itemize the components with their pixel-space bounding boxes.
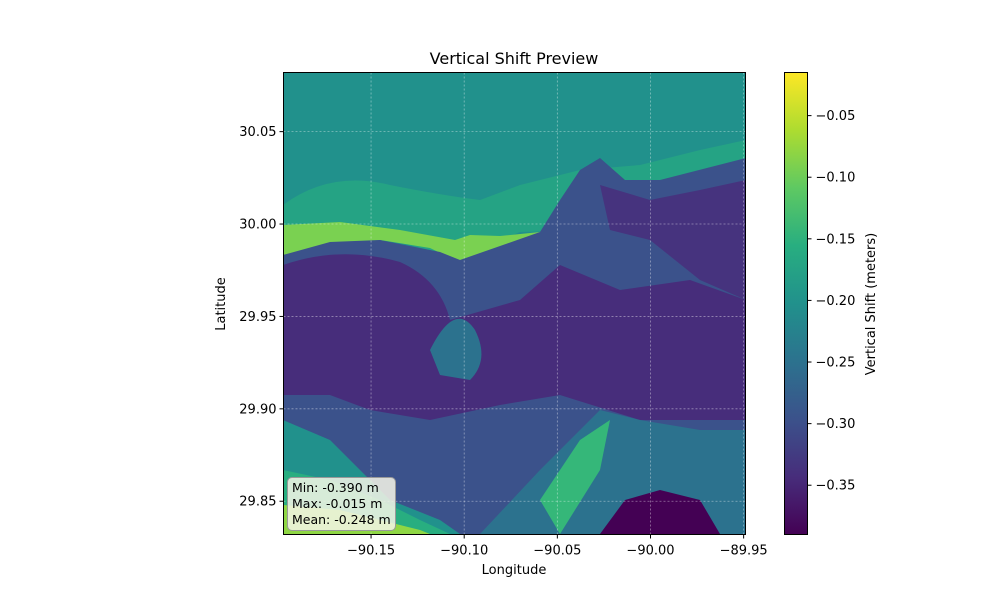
colorbar-label: Vertical Shift (meters) bbox=[864, 233, 879, 376]
stats-max: Max: -0.015 m bbox=[292, 496, 383, 511]
colorbar-tick-label: −0.20 bbox=[816, 294, 856, 309]
stats-mean: Mean: -0.248 m bbox=[292, 512, 391, 527]
x-axis-label: Longitude bbox=[482, 563, 547, 578]
stats-min: Min: -0.390 m bbox=[292, 480, 379, 495]
y-tick-label: 29.95 bbox=[239, 310, 276, 325]
x-tick-label: −89.95 bbox=[720, 544, 768, 559]
colorbar-tick-label: −0.15 bbox=[816, 232, 856, 247]
colorbar-tick-label: −0.05 bbox=[816, 109, 856, 124]
y-axis: 29.85 29.90 29.95 30.00 30.05 bbox=[239, 125, 284, 510]
heatmap-surface bbox=[283, 72, 746, 534]
colorbar-tick-label: −0.25 bbox=[816, 356, 856, 371]
y-axis-label: Latitude bbox=[214, 277, 229, 331]
colorbar-tick-label: −0.30 bbox=[816, 417, 856, 432]
y-tick-label: 30.00 bbox=[239, 218, 276, 233]
colorbar-tick-label: −0.10 bbox=[816, 171, 856, 186]
grid-lines bbox=[283, 72, 746, 535]
x-tick-label: −90.15 bbox=[347, 544, 395, 559]
x-axis: −90.15 −90.10 −90.05 −90.00 −89.95 bbox=[347, 534, 768, 559]
y-tick-label: 29.90 bbox=[239, 402, 276, 417]
y-tick-label: 30.05 bbox=[239, 125, 276, 140]
colorbar-axis: −0.05 −0.10 −0.15 −0.20 −0.25 −0.30 −0.35 bbox=[807, 109, 856, 494]
x-tick-label: −90.10 bbox=[440, 544, 488, 559]
x-tick-label: −90.00 bbox=[626, 544, 674, 559]
plot-frame bbox=[283, 72, 746, 535]
stats-box: Min: -0.390 m Max: -0.015 m Mean: -0.248… bbox=[287, 477, 396, 531]
x-tick-label: −90.05 bbox=[533, 544, 581, 559]
colorbar bbox=[784, 72, 808, 535]
chart-title: Vertical Shift Preview bbox=[430, 49, 599, 68]
colorbar-tick-label: −0.35 bbox=[816, 479, 856, 494]
y-tick-label: 29.85 bbox=[239, 495, 276, 510]
